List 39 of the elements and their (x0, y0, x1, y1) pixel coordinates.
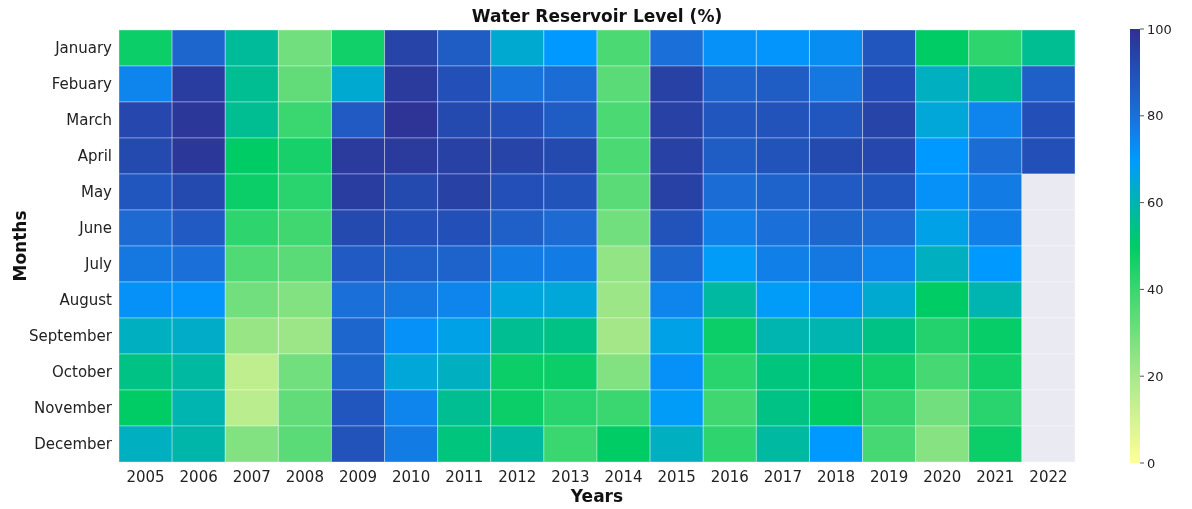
x-tick-label: 2013 (551, 468, 590, 486)
x-tick-label: 2008 (285, 468, 324, 486)
x-tick-label: 2011 (445, 468, 484, 486)
x-tick-label: 2014 (604, 468, 643, 486)
x-tick-label: 2020 (923, 468, 962, 486)
y-tick-label: June (78, 219, 112, 237)
x-tick-label: 2005 (126, 468, 165, 486)
x-tick-label: 2009 (338, 468, 378, 486)
y-tick-label: October (51, 363, 113, 381)
x-tick-label: 2006 (179, 468, 218, 486)
x-tick-label: 2018 (816, 468, 856, 486)
x-tick-label: 2019 (870, 468, 909, 486)
y-axis-title: Months (10, 210, 30, 282)
chart-title: Water Reservoir Level (%) (471, 6, 723, 26)
y-tick-label: November (33, 399, 113, 417)
y-tick-label: May (80, 183, 113, 201)
x-tick-label: 2015 (657, 468, 696, 486)
x-tick-label: 2022 (1029, 468, 1068, 486)
y-tick-label: March (66, 111, 112, 129)
color-bar-label: 80 (1147, 108, 1164, 124)
x-tick-label: 2021 (976, 468, 1015, 486)
y-tick-label: December (34, 435, 113, 453)
color-bar-label: 40 (1147, 281, 1164, 297)
x-tick-label: 2010 (392, 468, 431, 486)
y-tick-label: July (84, 255, 113, 273)
color-bar-label: 60 (1147, 195, 1164, 211)
y-tick-label: September (29, 327, 113, 345)
y-tick-label: January (54, 39, 113, 57)
color-bar-label: 20 (1147, 368, 1164, 384)
color-bar-label: 0 (1147, 455, 1156, 471)
x-tick-label: 2016 (710, 468, 749, 486)
x-tick-label: 2017 (763, 468, 802, 486)
y-tick-label: April (77, 147, 112, 165)
color-bar-label: 100 (1147, 21, 1172, 37)
y-tick-label: Febuary (51, 75, 113, 93)
x-axis-title: Years (569, 486, 624, 506)
y-tick-label: August (59, 291, 113, 309)
x-tick-label: 2012 (498, 468, 537, 486)
x-tick-label: 2007 (232, 468, 271, 486)
